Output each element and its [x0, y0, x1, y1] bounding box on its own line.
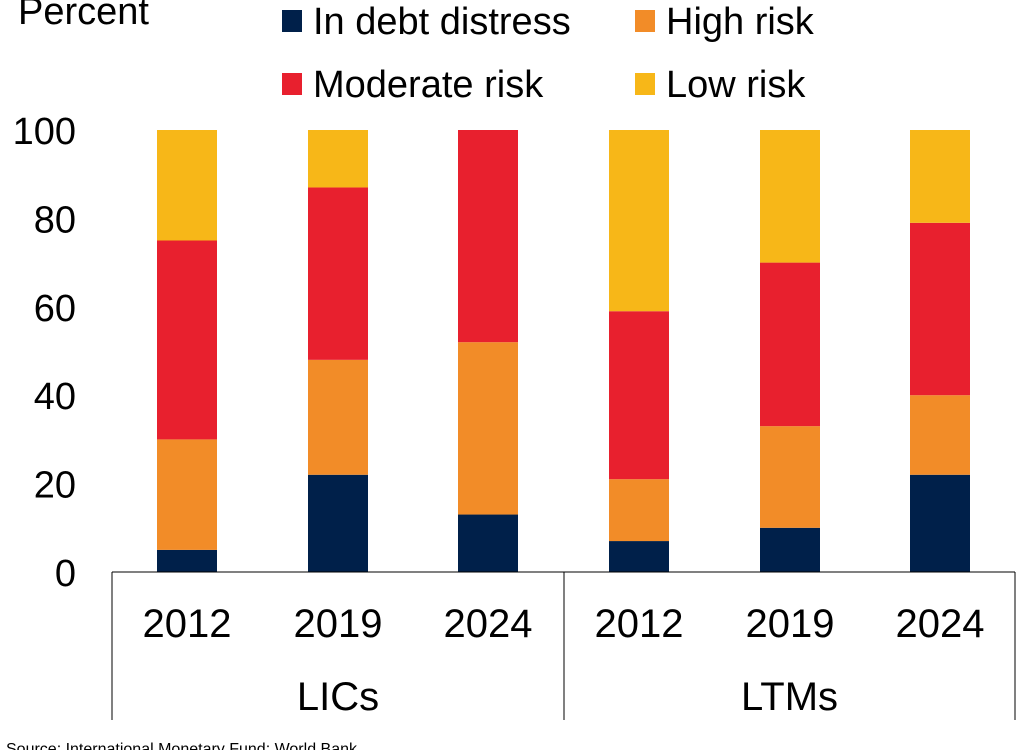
y-tick-label: 20 — [34, 465, 76, 507]
legend-swatch — [635, 73, 655, 95]
bar-segment-in-debt-distress — [910, 474, 970, 572]
bar-segment-high-risk — [458, 342, 518, 515]
legend-label: High risk — [666, 1, 815, 43]
y-axis-ticks: 0 20 40 60 80 100 — [13, 111, 76, 595]
bar-segment-high-risk — [308, 359, 368, 475]
bar-segment-in-debt-distress — [458, 514, 518, 572]
legend-label: Low risk — [666, 64, 806, 106]
y-tick-label: 40 — [34, 376, 76, 418]
bar-segment-moderate-risk — [157, 240, 217, 440]
bar-segment-moderate-risk — [910, 222, 970, 396]
bar-segment-moderate-risk — [760, 262, 820, 427]
bar-segment-in-debt-distress — [157, 549, 217, 572]
bar-segment-in-debt-distress — [760, 527, 820, 572]
y-axis-label: Percent — [18, 0, 149, 33]
y-tick-label: 60 — [34, 288, 76, 330]
bar-segment-high-risk — [157, 439, 217, 550]
bar-segment-low-risk — [910, 130, 970, 223]
x-tick-label: 2019 — [746, 602, 835, 646]
y-tick-label: 80 — [34, 199, 76, 241]
bar-segment-low-risk — [157, 130, 217, 241]
legend-label: In debt distress — [313, 1, 571, 43]
legend-swatch — [282, 73, 302, 95]
bar-segment-in-debt-distress — [609, 541, 669, 572]
bars — [157, 130, 970, 572]
x-group-label: LICs — [297, 675, 379, 719]
x-tick-label: 2019 — [294, 602, 383, 646]
legend: In debt distress High risk Moderate risk Lo… — [282, 1, 815, 106]
x-group-label: LTMs — [741, 675, 838, 719]
bar-segment-moderate-risk — [609, 311, 669, 480]
y-tick-label: 100 — [13, 111, 76, 153]
legend-swatch — [282, 10, 302, 32]
legend-label: Moderate risk — [313, 64, 544, 106]
bar-segment-moderate-risk — [458, 130, 518, 343]
legend-swatch — [635, 10, 655, 32]
source-note: Source: International Monetary Fund; Wor… — [6, 741, 361, 750]
bar-segment-moderate-risk — [308, 187, 368, 360]
y-tick-label: 0 — [55, 553, 76, 595]
x-tick-label: 2024 — [896, 602, 985, 646]
bar-segment-low-risk — [308, 130, 368, 188]
bar-segment-high-risk — [609, 479, 669, 542]
bar-segment-in-debt-distress — [308, 474, 368, 572]
bar-segment-low-risk — [760, 130, 820, 263]
x-tick-label: 2012 — [143, 602, 232, 646]
bar-segment-low-risk — [609, 130, 669, 312]
x-tick-label: 2024 — [444, 602, 533, 646]
bar-segment-high-risk — [910, 395, 970, 475]
x-axis: 2012 2019 2024 2012 2019 2024 LICs LTMs — [111, 571, 1016, 720]
bar-segment-high-risk — [760, 426, 820, 528]
x-tick-label: 2012 — [595, 602, 684, 646]
